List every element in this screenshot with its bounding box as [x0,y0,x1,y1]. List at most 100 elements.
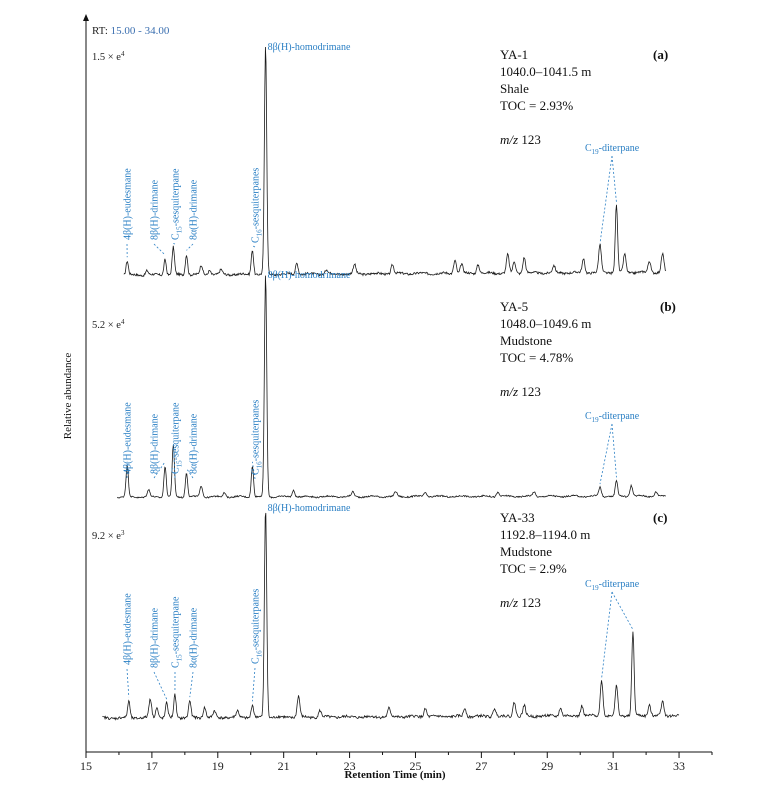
x-tick-label: 25 [409,759,421,773]
mass-charge-italic: m/z [500,132,518,147]
mass-charge-label: m/z 123 [500,132,541,147]
intensity-scale-label: 1.5 × e4 [92,50,125,63]
peak-label-suffix: -sesquiterpanes [251,589,262,651]
sample-info-line: Mudstone [500,333,552,348]
peak-label-subscript: 19 [592,148,600,156]
peak-label-suffix: -diterpane [599,579,640,590]
peak-label: 4β(H)-eudesmane [123,168,134,240]
peak-leader-line [611,155,617,203]
peak-label: C19-diterpane [585,143,640,156]
peak-label: C16-sesquiterpanes [251,168,264,243]
peak-label: 8β(H)-homodrimane [268,42,351,53]
y-axis-title: Relative abundance [62,353,74,440]
panel-tag: (c) [653,510,667,525]
peak-label-subscript: 16 [256,650,264,658]
intensity-scale-exponent: 4 [121,318,125,326]
x-tick-label: 21 [278,759,290,773]
peak-label-suffix: -diterpane [599,143,640,154]
peak-label: 8α(H)-drimane [189,413,200,474]
peak-label-prefix: C [251,657,262,664]
peak-leader-line [126,668,130,698]
chromatogram-trace [123,46,667,278]
x-tick-label: 33 [673,759,685,773]
axes-group: 15 17 19 21 23 25 27 29 31 33 Retention Time (min… [62,14,713,781]
x-tick-label: 27 [475,759,487,773]
mass-charge-label: m/z 123 [500,384,541,399]
x-tick-label: 23 [344,759,356,773]
x-tick-label: 19 [212,759,224,773]
peak-label: 8α(H)-drimane [189,179,200,240]
peak-label-prefix: C [251,236,262,243]
peak-label-subscript: 15 [176,226,184,234]
peak-leader-line [186,243,194,251]
peak-label: 4β(H)-eudesmane [123,593,134,665]
retention-time-range-label: RT: 15.00 - 34.00 [92,25,170,37]
sample-info-line: YA-33 [500,510,535,525]
sample-info-line: 1040.0–1041.5 m [500,64,591,79]
peak-leader-line [251,667,256,702]
panel-tag: (a) [653,47,668,62]
peak-label: C15-sesquiterpane [171,596,184,668]
retention-time-range-value: 15.00 - 34.00 [111,25,170,37]
peak-label-prefix: C [585,411,592,422]
peak-label-subscript: 15 [176,460,184,468]
x-axis-title: Retention Time (min) [344,769,445,781]
x-tick-labels-group: 15 17 19 21 23 25 27 29 31 33 [80,759,685,773]
peak-label-subscript: 19 [592,584,600,592]
peak-leader-line [186,468,194,479]
peak-label-prefix: C [585,579,592,590]
sample-info-line: Mudstone [500,544,552,559]
sample-info-line: TOC = 2.93% [500,98,573,113]
x-tick-label: 31 [607,759,619,773]
peak-label-subscript: 19 [592,416,600,424]
peak-leader-line [601,591,613,679]
sample-info-line: TOC = 4.78% [500,350,573,365]
peak-leader-line [153,671,168,700]
mass-charge-value: 123 [518,595,541,610]
peak-label-prefix: C [171,661,182,668]
chromatogram-panel: 9.2 × e3 YA-33 1192.8–1194.0 m Mudstone TOC … [92,503,680,721]
chromatogram-trace [116,275,666,499]
mass-charge-value: 123 [518,384,541,399]
intensity-scale-exponent: 3 [121,529,125,537]
x-ticks-group [85,752,713,758]
peak-label-prefix: C [585,143,592,154]
peak-label-suffix: -sesquiterpanes [251,168,262,230]
sample-info-line: YA-5 [500,299,528,314]
x-tick-label: 15 [80,759,92,773]
peak-leader-line [252,245,256,248]
peak-leader-line [599,423,613,485]
peak-label-suffix: -diterpane [599,411,640,422]
peak-label: 4β(H)-eudesmane [123,402,134,474]
chromatogram-panel: 1.5 × e4 YA-1 1040.0–1041.5 m Shale TOC = 2.… [92,42,668,278]
intensity-scale-exponent: 4 [121,50,125,58]
peak-label: 8β(H)-homodrimane [268,270,351,281]
mass-charge-italic: m/z [500,384,518,399]
peak-leader-line [189,671,194,698]
peak-label-prefix: C [171,233,182,240]
intensity-scale-value: 5.2 × e [92,320,121,331]
peak-label: 8β(H)-homodrimane [268,503,351,514]
retention-time-prefix: RT: [92,25,111,37]
y-axis-arrow-icon [83,14,89,21]
peak-label-subscript: 16 [256,461,264,469]
peak-label-prefix: C [251,468,262,475]
peak-label: C16-sesquiterpanes [251,589,264,664]
peak-label: C16-sesquiterpanes [251,400,264,475]
peak-label: C19-diterpane [585,579,640,592]
peak-label-prefix: C [171,467,182,474]
sample-info-line: TOC = 2.9% [500,561,567,576]
peak-label-suffix: -sesquiterpane [171,168,182,226]
intensity-scale-value: 1.5 × e [92,52,121,63]
chromatogram-panel: 5.2 × e4 YA-5 1048.0–1049.6 m Mudstone TOC =… [92,270,676,499]
peak-label: C19-diterpane [585,411,640,424]
peak-leader-line [599,155,613,244]
peak-leader-line [611,591,634,630]
peak-leader-line [251,461,256,480]
peak-label: 8α(H)-drimane [189,607,200,668]
peak-label: 8β(H)-drimane [150,607,161,668]
intensity-scale-label: 9.2 × e3 [92,529,125,542]
peak-label-suffix: -sesquiterpane [171,402,182,460]
intensity-scale-label: 5.2 × e4 [92,318,125,331]
